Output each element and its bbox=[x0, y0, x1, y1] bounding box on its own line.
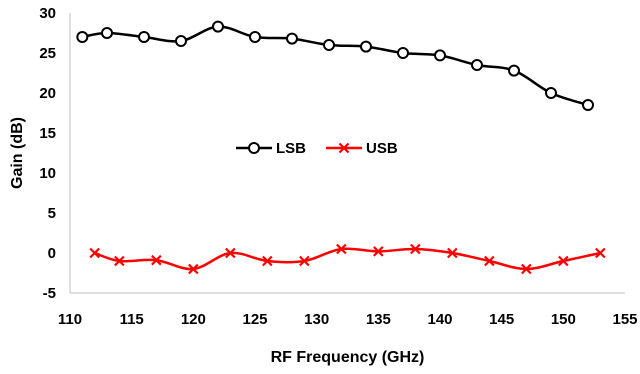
series-lsb-point bbox=[545, 87, 557, 99]
x-tick-label: 145 bbox=[489, 311, 514, 328]
series-lsb-point bbox=[471, 59, 483, 71]
axes bbox=[69, 13, 625, 294]
series-usb-point-stroke bbox=[188, 263, 199, 275]
legend-swatch-marker-stroke bbox=[338, 142, 350, 154]
series-lsb-point bbox=[286, 32, 298, 45]
legend-swatch-marker bbox=[248, 142, 260, 154]
x-tick-label: 110 bbox=[58, 311, 82, 328]
series-usb-point-stroke bbox=[484, 255, 495, 267]
legend-label-usb: USB bbox=[366, 140, 398, 157]
series-usb-point bbox=[114, 255, 125, 267]
legend-label-lsb: LSB bbox=[276, 140, 306, 157]
series-usb-point bbox=[521, 263, 532, 275]
y-tick-label: 10 bbox=[39, 165, 56, 182]
series-usb-point-stroke bbox=[595, 247, 606, 259]
x-tick-label: 155 bbox=[612, 311, 637, 328]
series-lsb-point bbox=[360, 40, 372, 53]
series-usb-point bbox=[558, 255, 569, 267]
legend: LSB USB bbox=[236, 140, 398, 157]
series-usb-point bbox=[595, 247, 606, 259]
series-usb bbox=[89, 243, 606, 275]
series-usb-point-stroke bbox=[410, 243, 421, 255]
series-lsb-point bbox=[175, 35, 187, 47]
y-tick-label: 25 bbox=[39, 45, 56, 62]
y-tick-label: -5 bbox=[43, 285, 56, 302]
series-lsb-point bbox=[508, 64, 520, 77]
series-usb-point bbox=[299, 255, 310, 267]
series-lsb-point bbox=[101, 27, 113, 39]
series-lsb-point bbox=[249, 31, 261, 43]
y-tick-label: 20 bbox=[39, 85, 56, 102]
series-usb-point-stroke bbox=[336, 243, 347, 255]
series-usb-point-stroke bbox=[558, 255, 569, 267]
series-usb-point bbox=[447, 247, 458, 259]
series-usb-point-stroke bbox=[262, 255, 273, 267]
series-usb-point bbox=[151, 254, 162, 266]
series-usb-point bbox=[336, 243, 347, 255]
series-usb-point bbox=[262, 255, 273, 267]
x-tick-label: 125 bbox=[242, 311, 267, 328]
series-lsb-point bbox=[138, 31, 150, 43]
legend-item-usb: USB bbox=[326, 140, 398, 157]
series-lsb-point bbox=[434, 49, 446, 62]
x-axis-title: RF Frequency (GHz) bbox=[271, 349, 425, 366]
x-tick-label: 120 bbox=[181, 311, 206, 328]
x-tick-label: 140 bbox=[427, 311, 452, 328]
series-usb-point bbox=[373, 246, 384, 257]
legend-swatch-marker bbox=[338, 142, 350, 154]
y-tick-labels: -5 0 5 10 15 20 25 30 bbox=[39, 5, 56, 302]
series-usb-point-stroke bbox=[447, 247, 458, 259]
y-tick-label: 5 bbox=[48, 205, 56, 222]
x-tick-label: 135 bbox=[366, 311, 391, 328]
series-layer bbox=[76, 20, 606, 275]
y-tick-label: 0 bbox=[48, 245, 56, 262]
y-axis-title: Gain (dB) bbox=[9, 117, 26, 189]
series-usb-point-stroke bbox=[521, 263, 532, 275]
x-tick-label: 150 bbox=[551, 311, 576, 328]
series-usb-point-stroke bbox=[225, 247, 236, 259]
series-lsb-point bbox=[397, 47, 409, 59]
series-usb-point bbox=[89, 247, 100, 259]
legend-item-lsb: LSB bbox=[236, 140, 306, 157]
series-usb-point-stroke bbox=[114, 255, 125, 267]
series-usb-point bbox=[484, 255, 495, 267]
y-tick-label: 30 bbox=[39, 5, 56, 22]
series-usb-point-stroke bbox=[89, 247, 100, 259]
series-usb-point-stroke bbox=[151, 254, 162, 266]
y-tick-label: 15 bbox=[39, 125, 56, 142]
x-tick-label: 130 bbox=[304, 311, 329, 328]
series-usb-point-stroke bbox=[373, 246, 384, 257]
series-lsb-point bbox=[323, 39, 335, 51]
series-lsb-point bbox=[582, 99, 594, 111]
series-usb-point bbox=[410, 243, 421, 255]
series-lsb-point bbox=[212, 20, 224, 33]
series-lsb bbox=[76, 20, 594, 111]
series-usb-point-stroke bbox=[299, 255, 310, 267]
series-lsb-point bbox=[76, 31, 89, 43]
series-usb-point bbox=[188, 263, 199, 275]
x-tick-labels: 110 115 120 125 130 135 140 145 150 155 bbox=[58, 311, 638, 328]
series-usb-point bbox=[225, 247, 236, 259]
x-tick-label: 115 bbox=[120, 311, 144, 328]
